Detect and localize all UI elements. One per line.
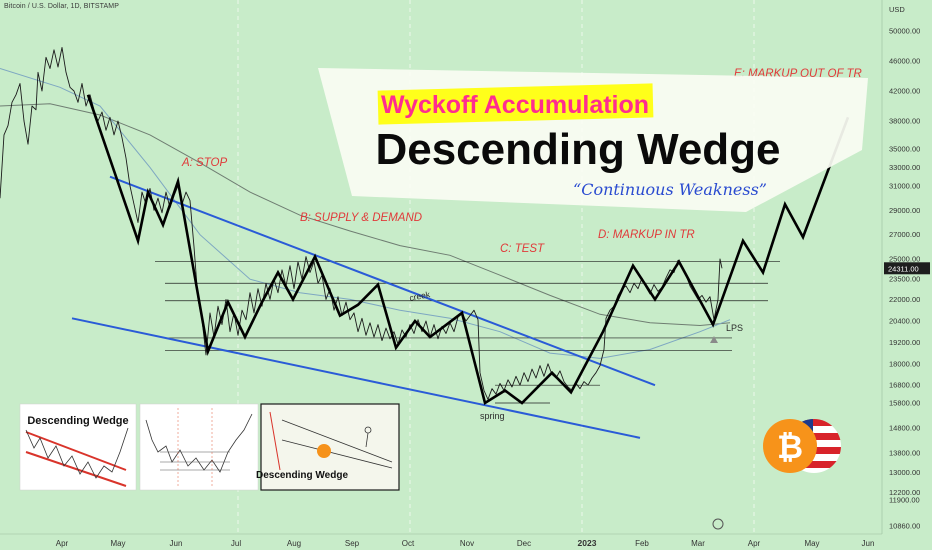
symbol-header: Bitcoin / U.S. Dollar, 1D, BITSTAMP (4, 3, 120, 10)
thumbnail-3-upper-line (281, 419, 393, 463)
time-tick-label: Sep (345, 539, 360, 548)
current-price-label: 24311.00 (888, 264, 919, 273)
price-tick-label: 50000.00 (889, 27, 920, 36)
banner-tagline: “Continuous Weakness” (573, 180, 767, 199)
price-tick-label: 27000.00 (889, 230, 920, 239)
time-tick-label: Jun (170, 539, 183, 548)
price-tick-label: 42000.00 (889, 87, 920, 96)
price-tick-label: 20400.00 (889, 317, 920, 326)
ma-long-line (0, 103, 731, 327)
thumbnail-3-ball (317, 444, 331, 458)
price-tick-label: 11900.00 (889, 496, 920, 505)
banner-title: Descending Wedge (375, 125, 780, 174)
bitcoin-icon (763, 419, 817, 473)
price-tick-label: 33000.00 (889, 163, 920, 172)
price-tick-label: 23500.00 (889, 275, 920, 284)
bitcoin-glyph: ₿ (777, 428, 803, 466)
thumbnail-3-figure-body (365, 432, 369, 448)
time-tick-label: Oct (402, 539, 415, 548)
thumbnail-1-price (25, 427, 129, 479)
flag-stripe (787, 468, 841, 473)
time-tick-label: May (110, 539, 125, 548)
time-tick-label: Apr (56, 539, 69, 548)
wedge-upper-line (109, 175, 656, 387)
flag-stripe (787, 426, 841, 433)
thumbnail-1[interactable] (19, 403, 137, 491)
thumbnail-3[interactable] (260, 403, 400, 491)
banner-subtitle: Wyckoff Accumulation (381, 91, 649, 119)
price-tick-label: 12200.00 (889, 488, 920, 497)
price-tick-label: 18000.00 (889, 359, 920, 368)
price-line (0, 47, 723, 400)
time-tick-label: May (804, 539, 819, 548)
price-tick-label: 16800.00 (889, 381, 920, 390)
label-lps: LPS (726, 323, 743, 333)
label-stop: A: STOP (181, 157, 227, 169)
time-tick-label: Feb (635, 539, 649, 548)
wyckoff-path-line (86, 94, 850, 406)
flag-stripe (787, 419, 841, 426)
subtitle-highlight (377, 83, 654, 125)
label-supply-demand: B: SUPPLY & DEMAND (300, 212, 422, 224)
time-tick-label: Dec (517, 539, 531, 548)
price-tick-label: 10860.00 (889, 522, 920, 531)
price-tick-label: 13800.00 (889, 448, 920, 457)
time-tick-label: Aug (287, 539, 301, 548)
label-spring: spring (480, 411, 505, 421)
price-tick-label: 29000.00 (889, 206, 920, 215)
price-tick-label: 46000.00 (889, 57, 920, 66)
time-tick-label: Jun (862, 539, 875, 548)
price-tick-label: 15800.00 (889, 399, 920, 408)
price-tick-label: 22000.00 (889, 295, 920, 304)
price-tick-label: 14800.00 (889, 423, 920, 432)
ma-mid-line (0, 68, 731, 359)
price-axis-currency: USD (889, 5, 905, 14)
price-axis-panel (882, 0, 932, 550)
thumbnail-1-upper-line (25, 431, 127, 471)
label-test: C: TEST (500, 243, 545, 255)
time-tick-label: Nov (460, 539, 474, 548)
thumbnail-2[interactable] (139, 403, 259, 491)
lps-marker (710, 336, 718, 343)
thumbnail-1-title: Descending Wedge (27, 415, 128, 427)
time-tick-label: Apr (748, 539, 761, 548)
thumbnail-3-title: Descending Wedge (256, 470, 348, 481)
thumbnail-2-price (145, 413, 253, 473)
label-creek: creek (408, 289, 431, 303)
flag-stripe (787, 461, 841, 468)
price-tick-label: 35000.00 (889, 144, 920, 153)
price-tick-label: 19200.00 (889, 338, 920, 347)
thumbnail-1-lower-line (25, 451, 127, 487)
label-markup-in-tr: D: MARKUP IN TR (598, 229, 695, 241)
time-tick-label: Jul (231, 539, 241, 548)
thumbnail-3-lower-line (281, 439, 393, 469)
wedge-lower-line (71, 317, 641, 439)
current-price-tag (884, 262, 930, 275)
thumbnail-3-red-line (269, 411, 281, 471)
time-tick-label: Mar (691, 539, 705, 548)
price-tick-label: 13000.00 (889, 468, 920, 477)
price-tick-label: 31000.00 (889, 182, 920, 191)
price-tick-label: 38000.00 (889, 117, 920, 126)
compass-icon[interactable] (712, 518, 724, 530)
price-tick-label: 25000.00 (889, 255, 920, 264)
time-tick-label: 2023 (578, 538, 597, 548)
